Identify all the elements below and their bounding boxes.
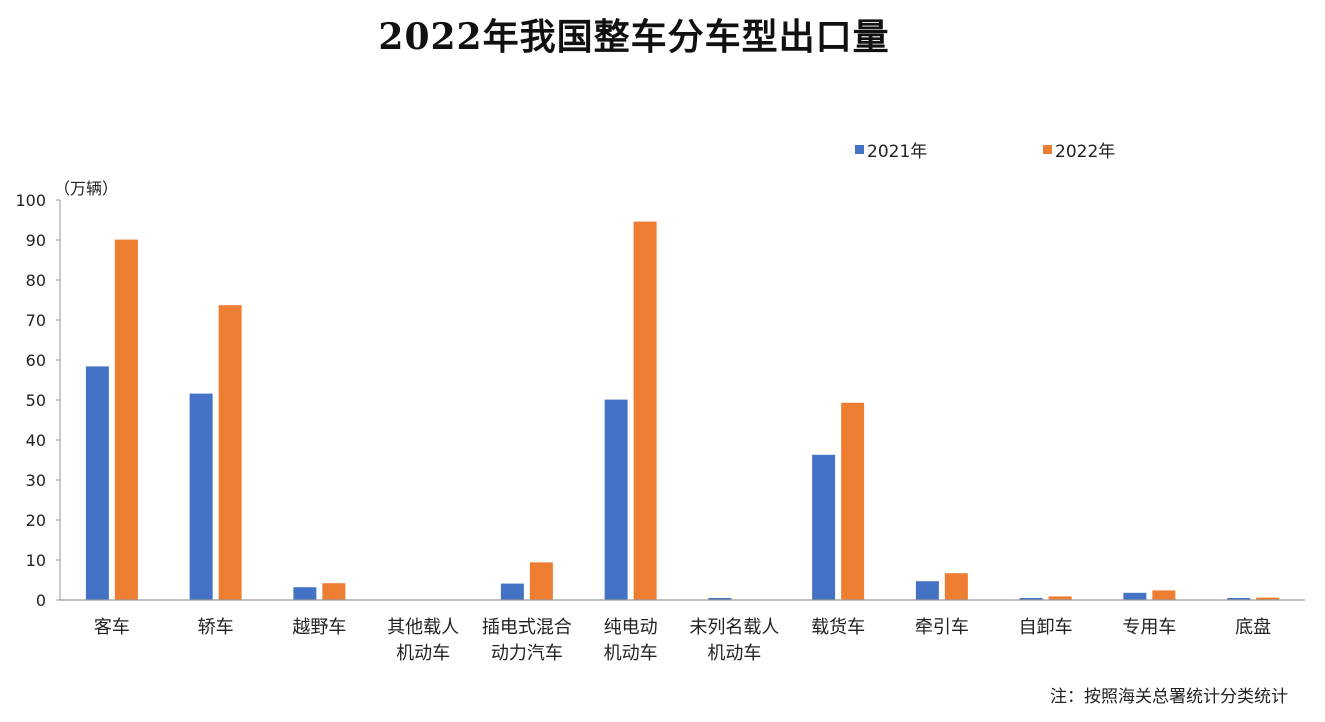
bar-series-1 bbox=[189, 393, 213, 600]
y-tick-label: 10 bbox=[26, 551, 46, 570]
bar-series-1 bbox=[293, 587, 317, 600]
bar-series-1 bbox=[1019, 598, 1043, 600]
bar-series-1 bbox=[812, 454, 836, 600]
x-tick-label: 插电式混合 bbox=[482, 617, 572, 638]
x-tick-label: 载货车 bbox=[811, 617, 865, 638]
y-tick-label: 0 bbox=[36, 591, 46, 610]
bar-series-2 bbox=[218, 305, 242, 600]
legend-label: 2022年 bbox=[1055, 142, 1115, 162]
y-tick-label: 80 bbox=[26, 271, 46, 290]
bar-series-1 bbox=[708, 598, 732, 600]
x-tick-label: 机动车 bbox=[707, 643, 761, 664]
x-tick-label: 纯电动 bbox=[604, 617, 658, 638]
bar-series-1 bbox=[604, 399, 628, 600]
bar-series-2 bbox=[633, 221, 657, 600]
x-tick-label: 底盘 bbox=[1235, 617, 1271, 638]
bar-series-2 bbox=[944, 573, 968, 600]
source-note: 注：按照海关总署统计分类统计 bbox=[1050, 687, 1288, 707]
bar-series-1 bbox=[500, 583, 524, 600]
bar-series-2 bbox=[841, 402, 865, 600]
legend-swatch bbox=[855, 145, 864, 154]
x-tick-label: 动力汽车 bbox=[491, 643, 563, 664]
bar-series-2 bbox=[114, 239, 138, 600]
legend: 2021年 2022年 bbox=[855, 142, 1115, 162]
y-tick-label: 30 bbox=[26, 471, 46, 490]
bar-series-1 bbox=[915, 581, 939, 600]
legend-label: 2021年 bbox=[867, 142, 927, 162]
y-axis-unit-label: （万辆） bbox=[54, 179, 118, 198]
y-tick-label: 90 bbox=[26, 231, 46, 250]
bar-series-1 bbox=[1123, 592, 1147, 600]
x-tick-label: 机动车 bbox=[396, 643, 450, 664]
legend-swatch bbox=[1043, 145, 1052, 154]
bar-series-2 bbox=[1048, 596, 1072, 600]
bar-series-2 bbox=[1256, 597, 1280, 600]
x-tick-label: 轿车 bbox=[198, 617, 234, 638]
x-tick-label: 机动车 bbox=[604, 643, 658, 664]
bar-series-2 bbox=[1152, 590, 1176, 600]
y-axis: 0 10 20 30 40 50 60 70 80 90 100 bbox=[15, 191, 61, 610]
y-tick-label: 20 bbox=[26, 511, 46, 530]
bars bbox=[85, 221, 1280, 600]
x-tick-label: 其他载人 bbox=[387, 617, 459, 638]
y-tick-label: 50 bbox=[26, 391, 46, 410]
x-tick-label: 客车 bbox=[94, 617, 130, 638]
y-tick-label: 40 bbox=[26, 431, 46, 450]
x-tick-label: 未列名载人 bbox=[689, 617, 779, 638]
bar-series-1 bbox=[1227, 598, 1251, 600]
y-tick-label: 70 bbox=[26, 311, 46, 330]
bar-series-2 bbox=[529, 562, 553, 600]
chart-title: 2022年我国整车分车型出口量 bbox=[378, 16, 890, 58]
y-tick-label: 60 bbox=[26, 351, 46, 370]
x-tick-label: 牵引车 bbox=[915, 617, 969, 638]
x-tick-label: 自卸车 bbox=[1019, 617, 1073, 638]
y-tick-label: 100 bbox=[15, 191, 46, 210]
bar-series-1 bbox=[85, 366, 109, 600]
bar-series-2 bbox=[322, 583, 346, 600]
x-tick-label: 越野车 bbox=[292, 617, 346, 638]
x-tick-label: 专用车 bbox=[1122, 617, 1176, 638]
